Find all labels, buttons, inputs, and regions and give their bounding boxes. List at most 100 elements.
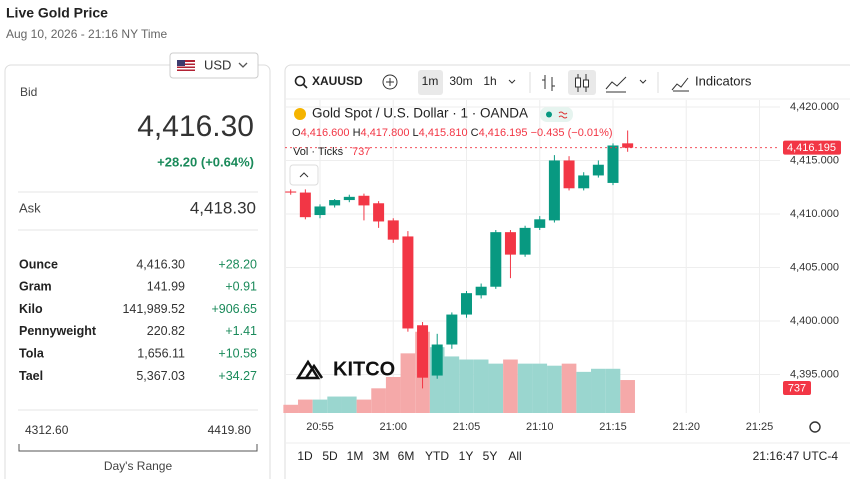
candle-body <box>563 160 575 189</box>
ohlc-change: −0.435 (−0.01%) <box>531 127 613 139</box>
unit-change: +34.27 <box>218 369 257 383</box>
volume-bar <box>620 380 635 413</box>
x-tick-label: 21:00 <box>379 421 407 433</box>
unit-change: +28.20 <box>218 257 257 271</box>
candles-icon <box>575 77 581 88</box>
bid-change: +28.20 (+0.64%) <box>157 154 254 169</box>
y-tick-label: 4,420.000 <box>790 101 839 113</box>
range-button[interactable]: 1D <box>297 449 313 463</box>
candle-body <box>285 191 297 193</box>
volume-bar <box>341 396 357 413</box>
x-tick-label: 21:05 <box>453 421 481 433</box>
range-button[interactable]: 3M <box>373 449 390 463</box>
ohlc-key: L <box>413 127 419 139</box>
chevron <box>639 79 647 84</box>
chart-title: Gold Spot / U.S. Dollar · 1 · OANDA <box>312 106 528 121</box>
range-label: Day's Range <box>104 459 173 473</box>
candle-body <box>534 219 546 228</box>
volume-bar <box>459 359 474 413</box>
volume-bar <box>400 353 416 413</box>
unit-price: 220.82 <box>147 324 185 338</box>
volume-bar <box>488 363 504 413</box>
volume-bar <box>356 399 372 413</box>
y-tick-label: 4,395.000 <box>790 368 839 380</box>
range-button[interactable]: 6M <box>398 449 415 463</box>
ohlc-key: O <box>292 127 301 139</box>
search-icon <box>302 83 308 89</box>
symbol[interactable]: XAUUSD <box>312 74 363 88</box>
logo: KITCO <box>295 358 395 380</box>
unit-name: Ounce <box>19 257 58 271</box>
range-button[interactable]: 1M <box>347 449 364 463</box>
range-low: 4312.60 <box>25 423 69 437</box>
last-price-label: 4,416.195 <box>787 142 836 154</box>
currency-select[interactable] <box>169 52 259 79</box>
unit-price: 5,367.03 <box>136 369 185 383</box>
bid-price: 4,416.30 <box>137 110 254 143</box>
y-tick-label: 4,405.000 <box>790 261 839 273</box>
page-subtitle: Aug 10, 2026 - 21:16 NY Time <box>6 27 168 41</box>
indicators-button[interactable]: Indicators <box>695 73 752 88</box>
volume-tag-label: 737 <box>788 382 806 394</box>
ohlc-value: 4,417.800 <box>361 127 410 139</box>
range-button[interactable]: 5D <box>322 449 338 463</box>
compare-icon <box>386 78 394 86</box>
unit-name: Gram <box>19 280 52 294</box>
volume-tag <box>783 381 811 396</box>
logo-text: KITCO <box>333 358 395 380</box>
collapse-button[interactable] <box>289 164 319 186</box>
unit-name: Tael <box>19 369 43 383</box>
volume-bar <box>312 399 328 413</box>
range-button[interactable]: All <box>508 449 521 463</box>
bid-label: Bid <box>20 85 37 99</box>
volume-bar <box>327 396 342 413</box>
ohlc-legend: O4,416.600 H4,417.800 L4,415.810 C4,416.… <box>292 127 613 139</box>
unit-price: 141,989.52 <box>122 302 185 316</box>
interval[interactable]: 1h <box>483 74 496 88</box>
candle-body <box>548 160 560 221</box>
currency-label: USD <box>204 57 231 72</box>
candle-body <box>519 227 531 255</box>
volume-bar <box>605 368 621 413</box>
volume-bar <box>591 368 606 413</box>
unit-change: +10.58 <box>218 346 257 360</box>
interval[interactable]: 30m <box>449 74 472 88</box>
candle-body <box>490 232 502 287</box>
volume-bar <box>576 371 592 413</box>
candle-body <box>417 325 429 378</box>
candle-body <box>446 314 458 345</box>
y-tick-label: 4,400.000 <box>790 315 839 327</box>
unit-change: +1.41 <box>225 324 257 338</box>
x-tick-label: 20:55 <box>306 421 334 433</box>
candle-body <box>387 220 399 240</box>
candle-body <box>329 200 341 206</box>
unit-name: Kilo <box>19 302 43 316</box>
x-tick-label: 21:25 <box>746 421 774 433</box>
settings-icon[interactable] <box>809 421 821 433</box>
collapse-icon <box>299 172 309 178</box>
volume-bar <box>561 363 577 413</box>
ohlc-key: C <box>471 127 479 139</box>
volume-bar <box>473 359 489 413</box>
candle-body <box>461 293 472 315</box>
bars-icon[interactable] <box>542 75 555 91</box>
interval[interactable]: 1m <box>422 74 439 88</box>
range-button[interactable]: YTD <box>425 449 449 463</box>
line-icon[interactable] <box>605 76 627 93</box>
compare-button[interactable] <box>382 74 398 90</box>
candles-icon <box>583 79 589 88</box>
volume-value: 737 <box>352 146 370 158</box>
symbol-icon <box>294 108 306 120</box>
candle-body <box>358 195 370 206</box>
y-tick-label: 4,415.000 <box>790 154 839 166</box>
interval-active <box>418 70 443 95</box>
candles-button[interactable] <box>568 70 596 95</box>
candle-body <box>622 143 634 148</box>
ohlc-key: H <box>353 127 361 139</box>
range-high: 4419.80 <box>208 423 252 437</box>
candle-body <box>402 236 414 329</box>
y-tick-label: 4,410.000 <box>790 208 839 220</box>
range-button[interactable]: 5Y <box>483 449 498 463</box>
range-button[interactable]: 1Y <box>459 449 474 463</box>
